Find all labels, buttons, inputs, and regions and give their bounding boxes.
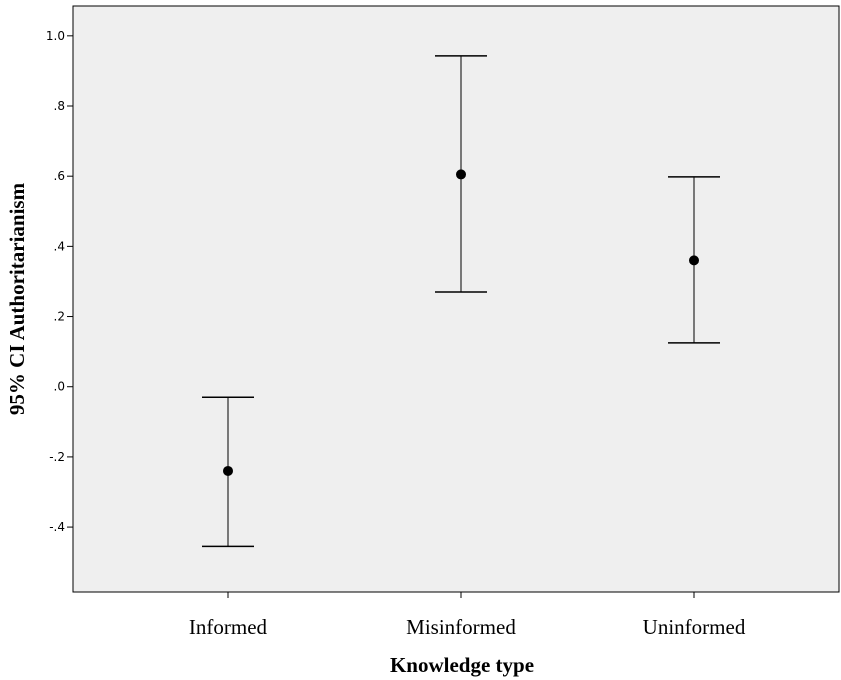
x-category-label: Uninformed (643, 615, 746, 639)
y-tick-label: -.2 (49, 450, 65, 464)
mean-point (223, 465, 233, 476)
y-tick-label: 1.0 (46, 29, 65, 43)
y-tick-label: .2 (54, 310, 65, 324)
x-category-label: Informed (189, 615, 268, 639)
plot-area (72, 5, 840, 593)
mean-point (689, 255, 699, 266)
x-axis-title: Knowledge type (390, 653, 534, 677)
y-axis-ticks: -.4 -.2 .0 .2 .4 .6 .8 1.0 (46, 29, 73, 534)
mean-markers (223, 169, 699, 476)
x-category-label: Misinformed (406, 615, 516, 639)
y-tick-label: .0 (54, 380, 65, 394)
y-tick-label: .4 (54, 239, 65, 253)
x-axis-ticks: Informed Misinformed Uninformed (189, 592, 746, 639)
y-tick-label: -.4 (49, 520, 65, 534)
y-tick-label: .8 (54, 99, 65, 113)
y-tick-label: .6 (54, 169, 65, 183)
y-axis-title: 95% CI Authoritarianism (5, 182, 29, 415)
mean-point (456, 169, 466, 180)
